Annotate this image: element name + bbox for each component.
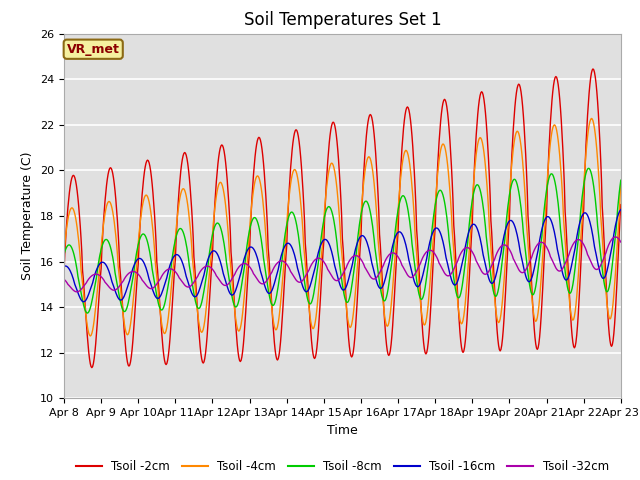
Legend: Tsoil -2cm, Tsoil -4cm, Tsoil -8cm, Tsoil -16cm, Tsoil -32cm: Tsoil -2cm, Tsoil -4cm, Tsoil -8cm, Tsoi… [71, 456, 614, 478]
Y-axis label: Soil Temperature (C): Soil Temperature (C) [22, 152, 35, 280]
Text: VR_met: VR_met [67, 43, 120, 56]
Title: Soil Temperatures Set 1: Soil Temperatures Set 1 [244, 11, 441, 29]
X-axis label: Time: Time [327, 424, 358, 437]
